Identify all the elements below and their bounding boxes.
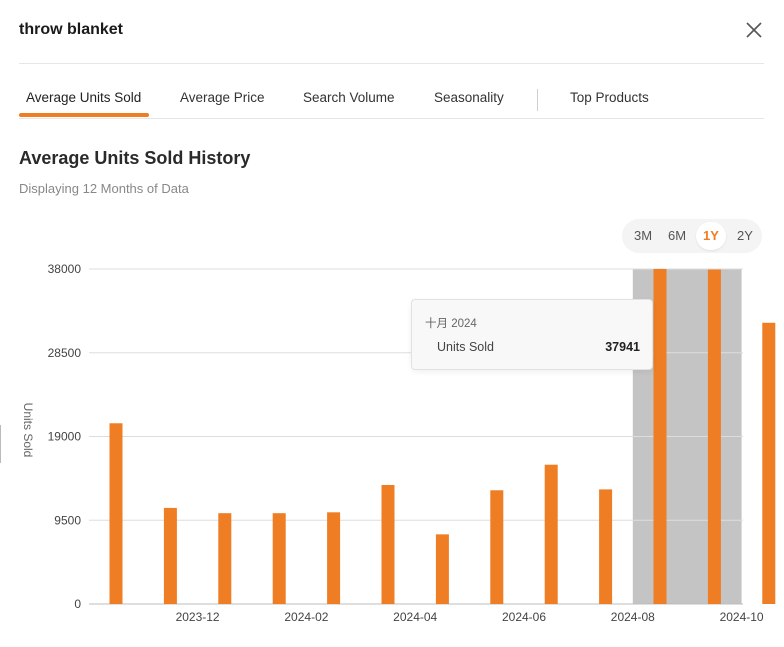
bar-2024-07 bbox=[544, 464, 558, 604]
range-3m-button[interactable]: 3M bbox=[633, 228, 653, 243]
tooltip-label: Units Sold bbox=[437, 340, 494, 354]
y-tick-label: 38000 bbox=[48, 262, 82, 276]
tab-bar: Average Units Sold Average Price Search … bbox=[19, 80, 764, 120]
tab-search-volume[interactable]: Search Volume bbox=[303, 90, 395, 105]
x-tick-label: 2023-12 bbox=[176, 610, 220, 624]
y-tick-label: 28500 bbox=[48, 346, 82, 360]
tooltip-date: 十月 2024 bbox=[425, 318, 477, 330]
dialog-title: throw blanket bbox=[19, 21, 124, 38]
tab-average-price[interactable]: Average Price bbox=[180, 90, 265, 105]
time-range-selector: 3M 6M 1Y 2Y bbox=[622, 219, 762, 253]
bar-2024-02 bbox=[272, 513, 286, 604]
bar-2024-11 bbox=[762, 322, 776, 604]
x-tick-label: 2024-04 bbox=[393, 610, 437, 624]
bar-2023-12 bbox=[163, 507, 177, 604]
side-handle bbox=[0, 425, 1, 463]
bar-2024-08 bbox=[599, 489, 613, 604]
units-sold-bar-chart: 0 9500 19000 28500 38000 2023-12 2024-02 2024-0… bbox=[21, 262, 776, 624]
close-button[interactable] bbox=[744, 20, 764, 40]
y-axis-title: Units Sold bbox=[21, 403, 35, 458]
bar-2024-03 bbox=[327, 512, 341, 604]
bar-2024-04 bbox=[381, 484, 395, 604]
bar-2024-01 bbox=[218, 513, 232, 604]
chart-subtitle: Displaying 12 Months of Data bbox=[19, 181, 189, 196]
chart-title: Average Units Sold History bbox=[19, 148, 251, 168]
tab-divider bbox=[537, 89, 538, 111]
bar-2024-09 bbox=[653, 269, 667, 604]
active-tab-indicator bbox=[19, 113, 149, 117]
range-2y-button[interactable]: 2Y bbox=[737, 228, 753, 243]
bar-2024-06 bbox=[490, 490, 504, 604]
range-6m-button[interactable]: 6M bbox=[667, 228, 687, 243]
tab-seasonality[interactable]: Seasonality bbox=[434, 90, 504, 105]
close-icon[interactable] bbox=[744, 20, 764, 40]
y-tick-label: 9500 bbox=[54, 513, 81, 527]
bar-2024-05 bbox=[435, 534, 449, 604]
range-1y-button[interactable]: 1Y bbox=[696, 222, 726, 250]
tabs-divider bbox=[19, 118, 764, 119]
tooltip-value: 37941 bbox=[605, 340, 640, 354]
bar-2023-11 bbox=[109, 423, 123, 604]
y-tick-label: 0 bbox=[74, 597, 81, 611]
bar-2024-10 bbox=[707, 269, 721, 604]
chart-tooltip: 十月 2024 Units Sold 37941 bbox=[411, 299, 653, 370]
tab-average-units-sold[interactable]: Average Units Sold bbox=[26, 90, 142, 105]
header-divider bbox=[19, 63, 764, 64]
x-tick-label: 2024-10 bbox=[720, 610, 764, 624]
x-tick-label: 2024-08 bbox=[611, 610, 655, 624]
x-tick-label: 2024-06 bbox=[502, 610, 546, 624]
x-tick-label: 2024-02 bbox=[284, 610, 328, 624]
tab-top-products[interactable]: Top Products bbox=[570, 90, 649, 105]
y-tick-label: 19000 bbox=[48, 430, 82, 444]
